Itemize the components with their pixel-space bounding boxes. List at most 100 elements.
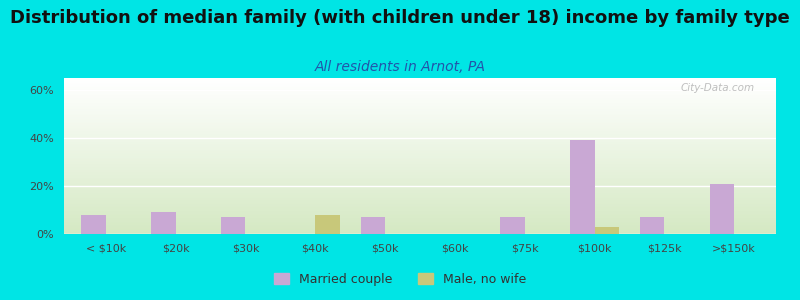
Bar	[64, 206, 776, 208]
Bar	[64, 175, 776, 176]
Bar	[64, 192, 776, 194]
Bar	[64, 98, 776, 100]
Bar	[64, 186, 776, 187]
Bar	[64, 164, 776, 165]
Bar	[64, 128, 776, 130]
Bar	[64, 117, 776, 118]
Bar	[64, 150, 776, 151]
Bar	[64, 111, 776, 112]
Bar	[64, 225, 776, 226]
Bar	[64, 203, 776, 204]
Bar	[594, 227, 619, 234]
Bar	[64, 169, 776, 170]
Bar	[64, 200, 776, 201]
Bar	[64, 201, 776, 203]
Bar	[64, 97, 776, 98]
Bar	[64, 232, 776, 234]
Bar	[64, 91, 776, 92]
Bar	[64, 195, 776, 196]
Text: City-Data.com: City-Data.com	[681, 83, 754, 93]
Bar	[64, 162, 776, 164]
Bar	[64, 161, 776, 162]
Bar	[64, 142, 776, 143]
Bar	[64, 229, 776, 231]
Bar	[64, 87, 776, 89]
Bar	[64, 130, 776, 131]
Bar	[64, 170, 776, 172]
Bar	[64, 101, 776, 103]
Bar	[64, 86, 776, 87]
Bar	[64, 153, 776, 154]
Bar	[64, 158, 776, 159]
Bar	[570, 140, 594, 234]
Bar	[64, 218, 776, 220]
Bar	[64, 122, 776, 123]
Bar	[64, 151, 776, 153]
Bar	[64, 182, 776, 184]
Bar	[64, 226, 776, 228]
Bar	[64, 190, 776, 192]
Bar	[64, 125, 776, 126]
Bar	[64, 108, 776, 109]
Bar	[64, 133, 776, 134]
Bar	[64, 92, 776, 94]
Bar	[82, 215, 106, 234]
Bar	[64, 231, 776, 232]
Bar	[64, 114, 776, 116]
Bar	[64, 156, 776, 158]
Bar	[64, 228, 776, 229]
Bar	[64, 172, 776, 173]
Bar	[64, 94, 776, 95]
Bar	[64, 120, 776, 122]
Bar	[64, 131, 776, 133]
Bar	[64, 189, 776, 190]
Bar	[64, 187, 776, 189]
Bar	[151, 212, 176, 234]
Bar	[710, 184, 734, 234]
Bar	[221, 217, 246, 234]
Bar	[64, 184, 776, 186]
Bar	[64, 134, 776, 136]
Legend: Married couple, Male, no wife: Married couple, Male, no wife	[269, 268, 531, 291]
Bar	[64, 106, 776, 108]
Text: All residents in Arnot, PA: All residents in Arnot, PA	[314, 60, 486, 74]
Bar	[64, 100, 776, 101]
Bar	[64, 173, 776, 175]
Bar	[64, 136, 776, 137]
Bar	[64, 167, 776, 169]
Bar	[64, 109, 776, 111]
Bar	[500, 217, 525, 234]
Bar	[64, 116, 776, 117]
Bar	[64, 217, 776, 218]
Bar	[64, 178, 776, 179]
Text: Distribution of median family (with children under 18) income by family type: Distribution of median family (with chil…	[10, 9, 790, 27]
Bar	[64, 126, 776, 128]
Bar	[64, 154, 776, 156]
Bar	[64, 89, 776, 91]
Bar	[64, 147, 776, 148]
Bar	[64, 148, 776, 150]
Bar	[640, 217, 664, 234]
Bar	[315, 215, 340, 234]
Bar	[64, 212, 776, 214]
Bar	[64, 118, 776, 120]
Bar	[64, 104, 776, 106]
Bar	[64, 123, 776, 125]
Bar	[64, 179, 776, 181]
Bar	[64, 220, 776, 221]
Bar	[64, 223, 776, 225]
Bar	[64, 78, 776, 80]
Bar	[64, 81, 776, 83]
Bar	[64, 176, 776, 178]
Bar	[64, 159, 776, 161]
Bar	[64, 143, 776, 145]
Bar	[64, 139, 776, 140]
Bar	[64, 140, 776, 142]
Bar	[64, 80, 776, 81]
Bar	[64, 196, 776, 198]
Bar	[64, 209, 776, 211]
Bar	[361, 217, 385, 234]
Bar	[64, 204, 776, 206]
Bar	[64, 145, 776, 147]
Bar	[64, 194, 776, 195]
